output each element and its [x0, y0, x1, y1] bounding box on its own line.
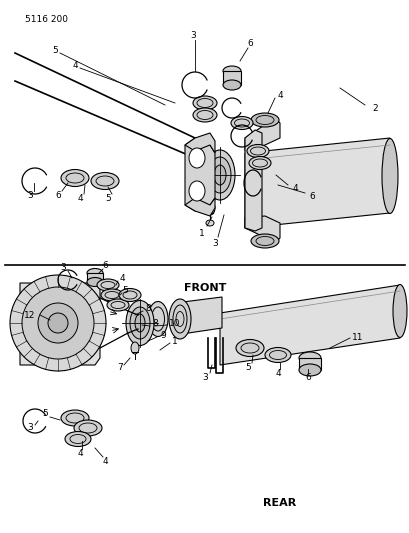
Ellipse shape	[61, 410, 89, 426]
Text: 8: 8	[152, 319, 157, 327]
Ellipse shape	[213, 165, 225, 185]
Ellipse shape	[119, 288, 141, 302]
Text: 4: 4	[119, 273, 124, 282]
Ellipse shape	[204, 201, 214, 215]
Ellipse shape	[189, 181, 204, 201]
Polygon shape	[298, 358, 320, 370]
Ellipse shape	[230, 117, 252, 130]
Ellipse shape	[74, 420, 102, 436]
Ellipse shape	[130, 307, 150, 339]
Polygon shape	[245, 216, 279, 243]
Ellipse shape	[222, 66, 240, 76]
Circle shape	[22, 287, 94, 359]
Text: 6: 6	[102, 261, 108, 270]
Polygon shape	[245, 138, 389, 228]
Ellipse shape	[209, 157, 230, 193]
Ellipse shape	[248, 157, 270, 169]
Text: 1: 1	[199, 229, 204, 238]
Text: 9: 9	[160, 330, 166, 340]
Text: 5: 5	[122, 286, 128, 295]
Text: 6: 6	[55, 190, 61, 199]
Ellipse shape	[204, 150, 234, 200]
Polygon shape	[222, 71, 240, 85]
Ellipse shape	[298, 352, 320, 364]
Ellipse shape	[264, 348, 290, 362]
Polygon shape	[184, 133, 214, 153]
Polygon shape	[87, 273, 103, 282]
Text: 4: 4	[276, 91, 282, 100]
Circle shape	[48, 313, 68, 333]
Ellipse shape	[236, 340, 263, 357]
Ellipse shape	[193, 108, 216, 122]
Polygon shape	[184, 198, 214, 216]
Ellipse shape	[65, 432, 91, 447]
Ellipse shape	[101, 289, 123, 301]
Text: 3: 3	[202, 374, 207, 383]
Polygon shape	[220, 285, 399, 365]
Circle shape	[10, 275, 106, 371]
Ellipse shape	[246, 144, 268, 157]
Ellipse shape	[97, 279, 119, 291]
Text: 3: 3	[211, 238, 217, 247]
Text: 4: 4	[72, 61, 78, 69]
Text: 5: 5	[52, 45, 58, 54]
Ellipse shape	[148, 302, 168, 336]
Polygon shape	[245, 130, 261, 231]
Ellipse shape	[250, 113, 278, 127]
Text: 4: 4	[274, 368, 280, 377]
Text: 3: 3	[27, 424, 33, 432]
Polygon shape	[20, 283, 100, 365]
Ellipse shape	[392, 285, 406, 337]
Text: 4: 4	[77, 448, 83, 457]
Ellipse shape	[169, 299, 191, 339]
Ellipse shape	[189, 148, 204, 168]
Ellipse shape	[61, 169, 89, 187]
Ellipse shape	[135, 314, 145, 332]
Polygon shape	[184, 138, 214, 211]
Text: 3: 3	[60, 262, 66, 271]
Ellipse shape	[131, 342, 139, 354]
Text: 4: 4	[102, 456, 108, 465]
Text: 4: 4	[292, 183, 297, 192]
Text: 10: 10	[169, 319, 180, 327]
Ellipse shape	[298, 364, 320, 376]
Ellipse shape	[91, 173, 119, 190]
Text: 2: 2	[371, 103, 377, 112]
Text: 6: 6	[308, 191, 314, 200]
Text: 3: 3	[27, 190, 33, 199]
Text: 5: 5	[105, 193, 110, 203]
Text: 5: 5	[42, 408, 48, 417]
Ellipse shape	[87, 278, 103, 287]
Ellipse shape	[205, 220, 213, 226]
Text: 8: 8	[145, 303, 151, 312]
Text: 5116 200: 5116 200	[25, 15, 68, 24]
Text: 12: 12	[24, 311, 36, 319]
Text: 5: 5	[245, 364, 250, 373]
Polygon shape	[245, 118, 279, 151]
Ellipse shape	[107, 299, 129, 311]
Text: REAR: REAR	[263, 498, 296, 508]
Ellipse shape	[381, 139, 397, 214]
Ellipse shape	[87, 269, 103, 278]
Circle shape	[38, 303, 78, 343]
Text: 11: 11	[351, 334, 363, 343]
Polygon shape	[175, 297, 221, 335]
Text: 1: 1	[172, 336, 178, 345]
Ellipse shape	[222, 80, 240, 90]
Text: FRONT: FRONT	[183, 283, 226, 293]
Text: 6: 6	[304, 374, 310, 383]
Ellipse shape	[193, 96, 216, 110]
Text: 4: 4	[77, 193, 83, 203]
Text: 3: 3	[190, 30, 196, 39]
Text: 7: 7	[117, 364, 123, 373]
Ellipse shape	[250, 234, 278, 248]
Text: 6: 6	[247, 38, 252, 47]
Ellipse shape	[126, 301, 154, 345]
